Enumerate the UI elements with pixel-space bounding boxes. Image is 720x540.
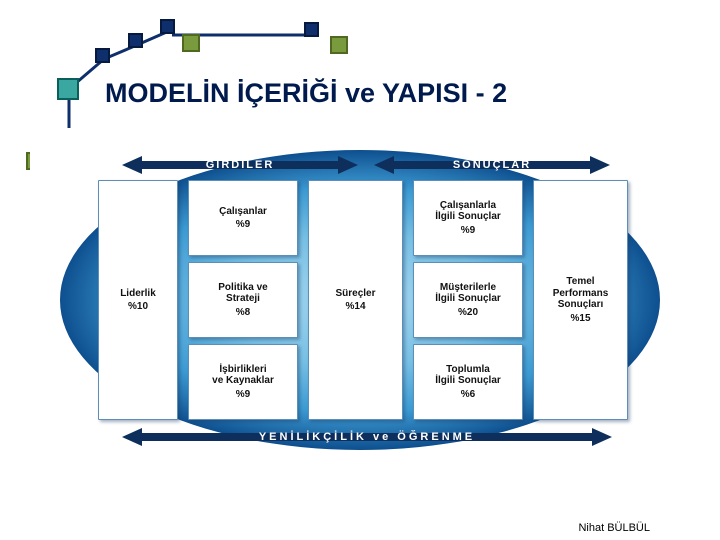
header-arrow-girdiler: GİRDİLER (122, 156, 358, 174)
box-pct: %14 (345, 301, 365, 313)
box-pct: %9 (236, 219, 250, 231)
box-pct: %20 (458, 307, 478, 319)
box-label: Çalışanlar (219, 206, 267, 218)
box-isbirlikleri: İşbirliklerive Kaynaklar %9 (188, 344, 298, 420)
box-temel-performans: TemelPerformansSonuçları %15 (533, 180, 628, 420)
box-label: Politika veStrateji (218, 282, 267, 305)
deco-square (182, 34, 200, 52)
box-calisan-sonuclar: Çalışanlarlaİlgili Sonuçlar %9 (413, 180, 523, 256)
header-arrow-sonuclar: SONUÇLAR (374, 156, 610, 174)
box-surecler: Süreçler %14 (308, 180, 403, 420)
box-pct: %8 (236, 307, 250, 319)
author-name: Nihat BÜLBÜL (578, 522, 650, 534)
deco-square (160, 19, 175, 34)
box-pct: %9 (236, 389, 250, 401)
box-label: İşbirliklerive Kaynaklar (212, 364, 274, 387)
box-toplum-sonuclar: Toplumlaİlgili Sonuçlar %6 (413, 344, 523, 420)
deco-square (330, 36, 348, 54)
box-label: TemelPerformansSonuçları (553, 276, 609, 311)
box-politika: Politika veStrateji %8 (188, 262, 298, 338)
header-right-label: SONUÇLAR (453, 159, 531, 171)
box-pct: %10 (128, 301, 148, 313)
efqm-diagram: GİRDİLER SONUÇLAR Liderlik %10 Çalışanla… (30, 128, 690, 508)
boxes-grid: Liderlik %10 Çalışanlar %9 Politika veSt… (98, 180, 634, 420)
deco-square (57, 78, 79, 100)
deco-square (128, 33, 143, 48)
footer-arrow-label: YENİLİKÇİLİK ve ÖĞRENME (259, 431, 475, 443)
box-label: Müşterilerleİlgili Sonuçlar (435, 282, 501, 305)
box-musteri-sonuclar: Müşterilerleİlgili Sonuçlar %20 (413, 262, 523, 338)
deco-square (95, 48, 110, 63)
box-pct: %6 (461, 389, 475, 401)
box-liderlik: Liderlik %10 (98, 180, 178, 420)
box-calisanlar: Çalışanlar %9 (188, 180, 298, 256)
footer-arrow-yenilikcilik: YENİLİKÇİLİK ve ÖĞRENME (122, 428, 612, 446)
box-label: Liderlik (120, 288, 156, 300)
box-pct: %9 (461, 225, 475, 237)
deco-square (304, 22, 319, 37)
box-pct: %15 (570, 313, 590, 325)
header-left-label: GİRDİLER (206, 159, 275, 171)
box-label: Süreçler (335, 288, 375, 300)
box-label: Çalışanlarlaİlgili Sonuçlar (435, 200, 501, 223)
box-label: Toplumlaİlgili Sonuçlar (435, 364, 501, 387)
slide-title: MODELİN İÇERİĞİ ve YAPISI - 2 (105, 78, 507, 109)
